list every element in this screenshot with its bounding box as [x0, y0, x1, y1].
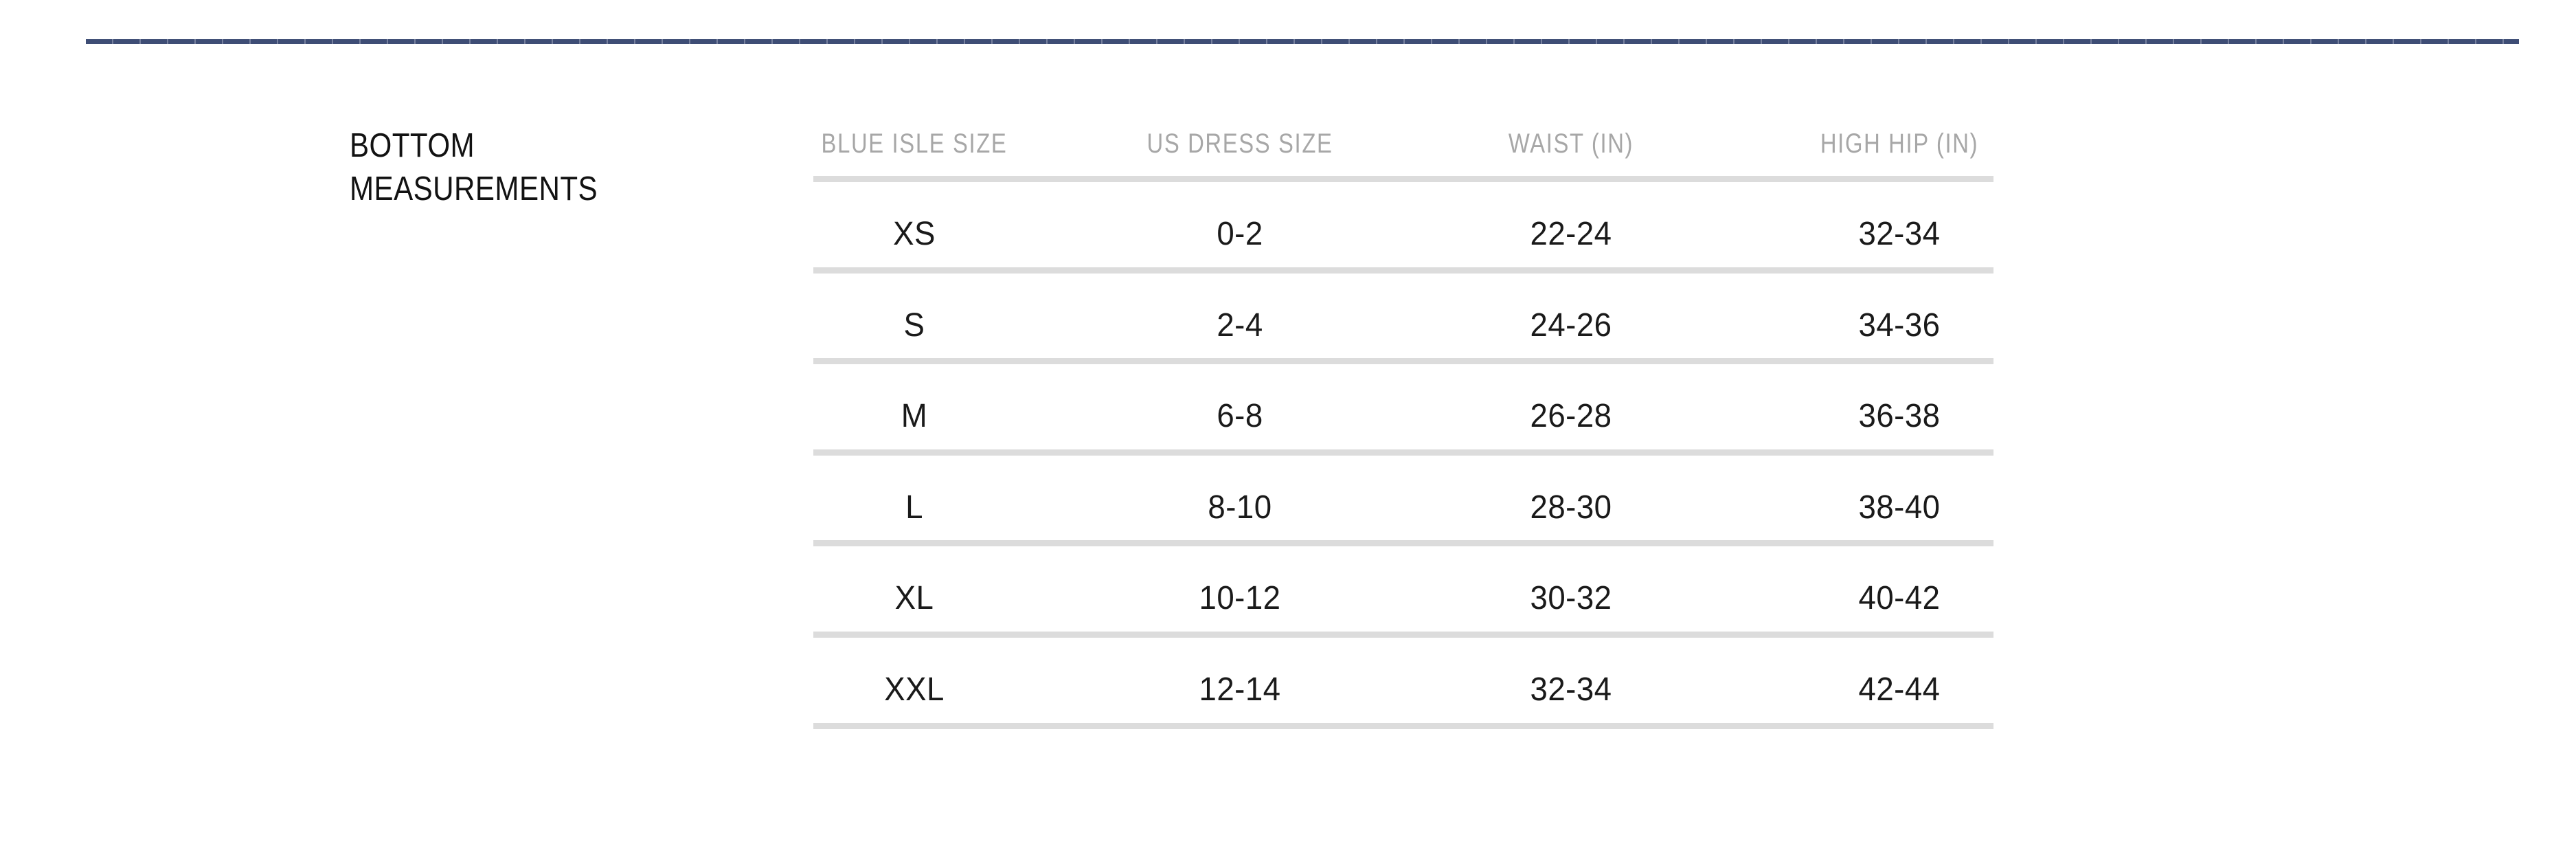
size-cell: XL	[894, 580, 935, 617]
table-row: XS 0-2 22-24 32-34	[813, 182, 1993, 274]
waist-value: 26-28	[1530, 398, 1612, 435]
us-dress-size-cell: 6-8	[1216, 398, 1265, 435]
us-dress-size-value: 2-4	[1217, 306, 1263, 344]
size-value: M	[901, 398, 928, 435]
waist-value: 24-26	[1530, 306, 1612, 344]
us-dress-size-cell: 2-4	[1216, 306, 1265, 344]
waist-cell: 28-30	[1528, 489, 1614, 526]
us-dress-size-value: 0-2	[1217, 216, 1263, 252]
waist-value: 32-34	[1530, 671, 1612, 708]
header-cell-high-hip: HIGH HIP (IN)	[1803, 128, 1996, 159]
table-row: L 8-10 28-30 38-40	[813, 456, 1993, 547]
table-row: XL 10-12 30-32 40-42	[813, 546, 1993, 638]
table-header-row: BLUE ISLE SIZE US DRESS SIZE WAIST (IN) …	[813, 128, 1993, 159]
table-row: XXL 12-14 32-34 42-44	[813, 638, 1993, 729]
waist-value: 30-32	[1530, 580, 1612, 617]
waist-cell: 26-28	[1528, 398, 1614, 435]
us-dress-size-value: 12-14	[1199, 671, 1281, 708]
section-title-line1: BOTTOM	[350, 127, 475, 164]
high-hip-cell: 38-40	[1856, 489, 1942, 526]
waist-value: 22-24	[1530, 216, 1612, 252]
top-divider-rule	[86, 39, 2519, 44]
high-hip-value: 40-42	[1858, 580, 1941, 617]
size-cell: XS	[892, 216, 936, 252]
header-label-waist: WAIST (IN)	[1508, 129, 1634, 159]
us-dress-size-value: 6-8	[1217, 398, 1263, 435]
high-hip-value: 32-34	[1858, 216, 1941, 252]
header-divider	[813, 176, 1993, 182]
waist-cell: 24-26	[1528, 306, 1614, 344]
section-title: BOTTOM MEASUREMENTS	[350, 124, 598, 211]
waist-value: 28-30	[1530, 489, 1612, 526]
high-hip-cell: 34-36	[1856, 306, 1942, 344]
us-dress-size-cell: 8-10	[1206, 489, 1274, 526]
section-title-line2: MEASUREMENTS	[350, 170, 598, 208]
table-row: M 6-8 26-28 36-38	[813, 364, 1993, 456]
waist-cell: 32-34	[1528, 671, 1614, 708]
high-hip-cell: 32-34	[1856, 216, 1942, 252]
size-value: XL	[894, 580, 934, 617]
size-cell: S	[903, 306, 926, 344]
us-dress-size-cell: 10-12	[1197, 580, 1283, 617]
size-value: XXL	[884, 671, 945, 708]
header-cell-waist: WAIST (IN)	[1495, 128, 1647, 159]
table-row: S 2-4 24-26 34-36	[813, 274, 1993, 365]
high-hip-value: 42-44	[1858, 671, 1941, 708]
us-dress-size-value: 10-12	[1199, 580, 1281, 617]
high-hip-cell: 42-44	[1856, 671, 1942, 708]
header-label-blue-isle-size: BLUE ISLE SIZE	[821, 129, 1008, 159]
high-hip-cell: 40-42	[1856, 580, 1942, 617]
header-cell-us-dress-size: US DRESS SIZE	[1127, 128, 1354, 159]
high-hip-value: 38-40	[1858, 489, 1941, 526]
high-hip-value: 36-38	[1858, 398, 1941, 435]
size-cell: L	[905, 489, 923, 526]
size-cell: XXL	[883, 671, 946, 708]
header-cell-blue-isle-size: BLUE ISLE SIZE	[801, 128, 1028, 159]
size-chart-table: BLUE ISLE SIZE US DRESS SIZE WAIST (IN) …	[813, 0, 1993, 756]
high-hip-cell: 36-38	[1856, 398, 1942, 435]
waist-cell: 30-32	[1528, 580, 1614, 617]
size-value: XS	[893, 216, 936, 252]
us-dress-size-value: 8-10	[1208, 489, 1272, 526]
high-hip-value: 34-36	[1858, 306, 1941, 344]
header-label-high-hip: HIGH HIP (IN)	[1820, 129, 1979, 159]
header-label-us-dress-size: US DRESS SIZE	[1146, 129, 1333, 159]
size-value: L	[905, 489, 923, 526]
us-dress-size-cell: 0-2	[1216, 216, 1265, 252]
table-body: XS 0-2 22-24 32-34 S 2-4 24-26 34-36 M 6…	[813, 182, 1993, 729]
us-dress-size-cell: 12-14	[1197, 671, 1283, 708]
size-cell: M	[901, 398, 928, 435]
waist-cell: 22-24	[1528, 216, 1614, 252]
size-value: S	[903, 306, 925, 344]
